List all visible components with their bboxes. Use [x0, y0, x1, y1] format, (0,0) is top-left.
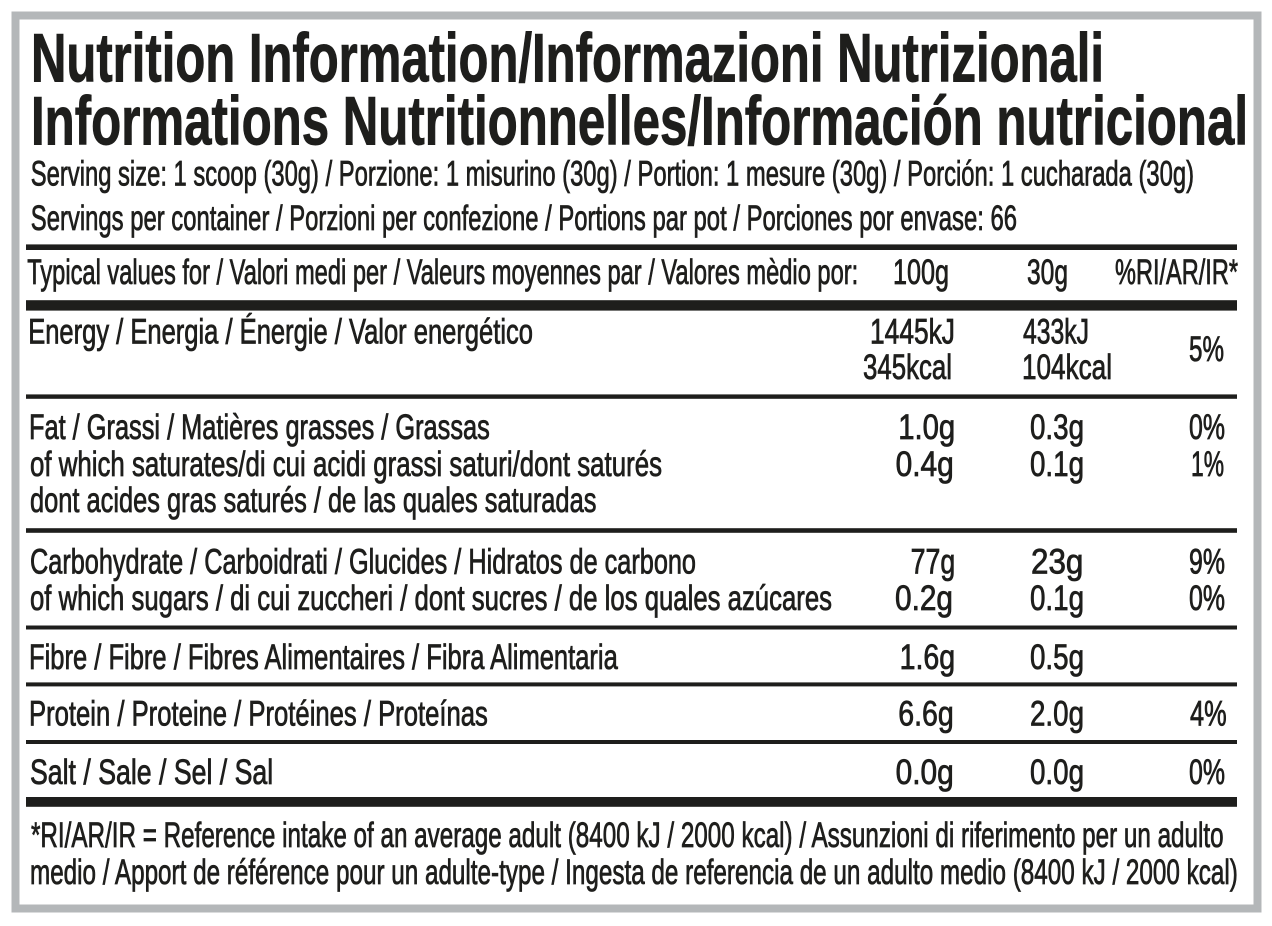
svg-text:Salt / Sale / Sel / Sal: Salt / Sale / Sel / Sal [30, 753, 273, 792]
svg-text:100g: 100g [893, 253, 949, 292]
svg-text:9%: 9% [1189, 543, 1225, 582]
svg-text:4%: 4% [1190, 694, 1227, 733]
svg-text:77g: 77g [911, 543, 956, 582]
svg-text:1.6g: 1.6g [900, 638, 956, 677]
svg-text:0.2g: 0.2g [895, 579, 953, 618]
svg-text:Serving size: 1 scoop (30g) /: Serving size: 1 scoop (30g) / Porzione: … [31, 155, 1194, 194]
svg-text:Informations Nutritionnelles/I: Informations Nutritionnelles/Información… [31, 83, 1248, 160]
svg-text:%RI/AR/IR*: %RI/AR/IR* [1115, 253, 1238, 292]
svg-text:5%: 5% [1189, 330, 1224, 369]
svg-text:*RI/AR/IR = Reference intake o: *RI/AR/IR = Reference intake of an avera… [31, 816, 1224, 855]
svg-text:1.0g: 1.0g [898, 408, 955, 447]
svg-text:Protein / Proteine / Protéines: Protein / Proteine / Protéines / Proteín… [29, 694, 488, 733]
svg-text:of which saturates/di cui acid: of which saturates/di cui acidi grassi s… [30, 445, 662, 484]
svg-text:0%: 0% [1189, 579, 1225, 618]
svg-text:0%: 0% [1189, 753, 1225, 792]
svg-text:1445kJ: 1445kJ [870, 312, 955, 351]
svg-text:6.6g: 6.6g [898, 694, 954, 733]
svg-text:0%: 0% [1189, 408, 1225, 447]
svg-text:Energy / Energia / Énergie / V: Energy / Energia / Énergie / Valor energ… [28, 312, 533, 351]
svg-text:1%: 1% [1191, 445, 1224, 484]
svg-text:Fat / Grassi / Matières grasse: Fat / Grassi / Matières grasses / Grassa… [29, 408, 490, 447]
svg-text:Fibre / Fibre / Fibres Aliment: Fibre / Fibre / Fibres Alimentaires / Fi… [29, 638, 618, 677]
svg-text:Servings per container / Porzi: Servings per container / Porzioni per co… [31, 199, 1017, 238]
svg-text:0.0g: 0.0g [896, 753, 954, 792]
svg-text:0.1g: 0.1g [1030, 445, 1084, 484]
svg-text:23g: 23g [1031, 543, 1083, 582]
svg-text:Nutrition Information/Informaz: Nutrition Information/Informazioni Nutri… [31, 20, 1104, 97]
svg-text:Typical values for / Valori me: Typical values for / Valori medi per / V… [27, 253, 858, 292]
svg-text:0.4g: 0.4g [896, 445, 954, 484]
svg-text:0.3g: 0.3g [1030, 408, 1084, 447]
svg-text:of which sugars / di cui zucch: of which sugars / di cui zuccheri / dont… [30, 579, 832, 618]
svg-text:104kcal: 104kcal [1022, 348, 1112, 387]
svg-text:2.0g: 2.0g [1030, 694, 1084, 733]
svg-text:Carbohydrate / Carboidrati / G: Carbohydrate / Carboidrati / Glucides / … [30, 543, 696, 582]
svg-text:medio / Apport de référence po: medio / Apport de référence pour un adul… [30, 853, 1238, 892]
svg-text:30g: 30g [1027, 253, 1068, 292]
svg-text:433kJ: 433kJ [1023, 312, 1089, 351]
svg-text:0.0g: 0.0g [1030, 753, 1084, 792]
svg-text:0.5g: 0.5g [1030, 638, 1084, 677]
svg-text:dont acides gras saturés / de: dont acides gras saturés / de las quales… [30, 481, 596, 520]
svg-text:345kcal: 345kcal [863, 348, 952, 387]
svg-text:0.1g: 0.1g [1030, 579, 1084, 618]
